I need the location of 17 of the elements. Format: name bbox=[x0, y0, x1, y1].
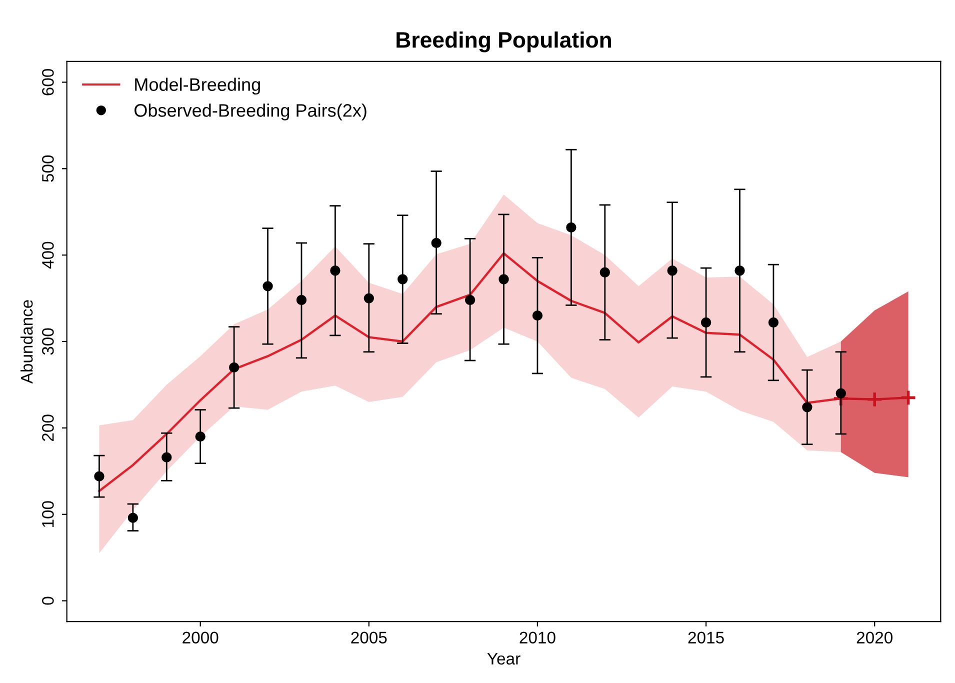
x-tick-label: 2020 bbox=[856, 632, 892, 644]
y-tick-label: 200 bbox=[42, 414, 54, 441]
y-axis-title: Abundance bbox=[20, 300, 33, 384]
legend-label: Observed-Breeding Pairs(2x) bbox=[134, 104, 366, 120]
x-tick-label: 2010 bbox=[520, 632, 556, 644]
y-tick-label: 400 bbox=[42, 242, 54, 269]
x-tick-label: 2005 bbox=[351, 632, 387, 644]
x-tick-label: 2015 bbox=[688, 632, 724, 644]
x-axis-title: Year bbox=[487, 652, 520, 665]
y-tick-label: 600 bbox=[42, 68, 54, 96]
y-tick-label: 0 bbox=[42, 596, 54, 605]
y-tick-label: 100 bbox=[42, 501, 54, 527]
x-tick-label: 2000 bbox=[182, 632, 218, 644]
legend-label: Model-Breeding bbox=[135, 78, 260, 95]
y-tick-label: 500 bbox=[42, 155, 54, 182]
chart-title: Breeding Population bbox=[396, 31, 612, 52]
y-tick-label: 300 bbox=[42, 328, 54, 355]
